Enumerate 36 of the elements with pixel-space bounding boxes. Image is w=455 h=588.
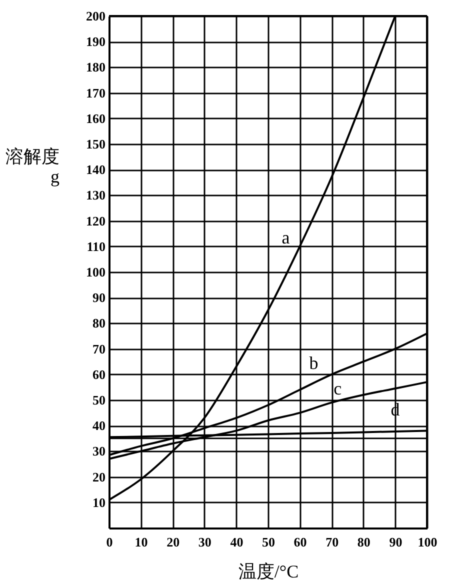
x-tick-label: 20: [166, 534, 180, 550]
y-tick-label: 120: [86, 213, 106, 228]
y-tick-label: 200: [86, 8, 106, 24]
x-tick-label: 40: [230, 534, 244, 550]
x-tick-label: 0: [106, 534, 113, 550]
y-tick-label: 190: [86, 34, 106, 50]
y-tick-label: 150: [86, 136, 106, 152]
x-tick-label: 50: [262, 534, 275, 550]
x-tick-label: 30: [198, 534, 212, 550]
x-axis-title: 温度/°C: [238, 562, 299, 582]
y-tick-label: 90: [92, 290, 106, 306]
series-label: b: [309, 352, 318, 373]
y-tick-label: 80: [92, 316, 106, 331]
y-tick-label: 70: [92, 341, 106, 356]
y-tick-label: 10: [92, 494, 106, 510]
y-tick-label: 50: [92, 392, 106, 408]
y-tick-label: 60: [92, 366, 106, 382]
y-tick-label: 100: [86, 264, 106, 280]
x-tick-label: 90: [389, 534, 402, 550]
y-axis-title: 溶解度 g: [6, 146, 60, 186]
y-tick-label: 130: [86, 188, 106, 203]
y-tick-label: 160: [86, 110, 106, 126]
y-tick-label: 140: [86, 162, 106, 178]
x-tick-label: 60: [294, 534, 307, 550]
series-label: c: [334, 378, 342, 399]
y-tick-label: 20: [92, 469, 106, 484]
y-tick-label: 170: [86, 85, 106, 100]
y-tick-label: 30: [92, 444, 106, 459]
y-tick-label: 40: [92, 418, 106, 434]
x-tick-label: 70: [326, 534, 339, 550]
x-tick-label: 10: [134, 534, 148, 550]
x-tick-label: 80: [357, 534, 370, 550]
y-tick-label: 110: [86, 238, 106, 254]
x-tick-label: 100: [418, 534, 438, 550]
series-label: a: [282, 227, 290, 248]
y-tick-label: 180: [86, 60, 106, 75]
